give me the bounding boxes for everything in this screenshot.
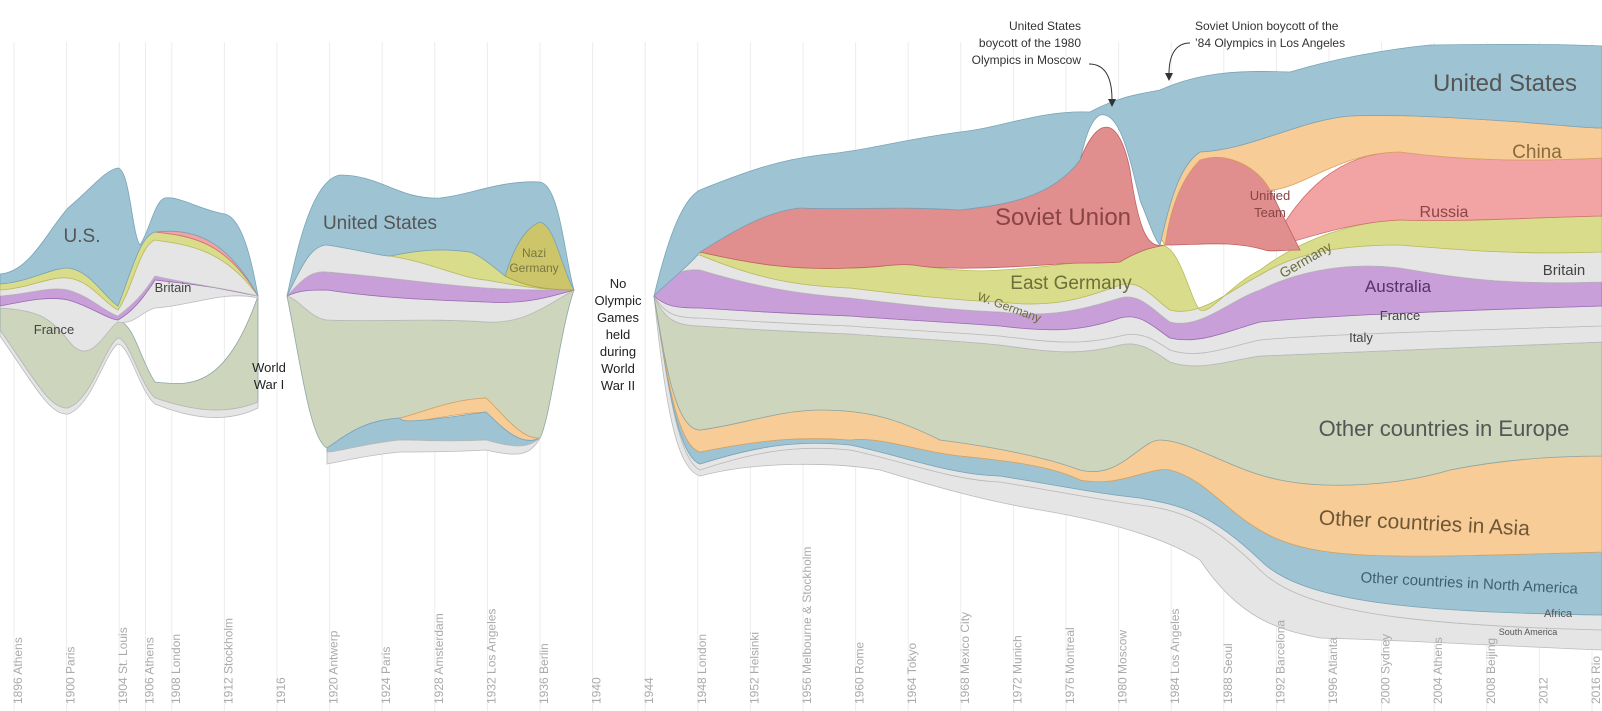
tick-label-2008: 2008 Beijing <box>1484 638 1498 704</box>
gap-ww2-line-4: held <box>606 327 631 342</box>
label-britain-3: Britain <box>1543 262 1586 279</box>
era-1896-1912 <box>0 167 259 418</box>
tick-label-1904: 1904 St. Louis <box>116 627 130 704</box>
tick-label-1960: 1960 Rome <box>853 642 867 704</box>
label-united-states-1920s: United States <box>323 213 437 234</box>
label-east-germany: East Germany <box>1010 273 1132 294</box>
stream-small-2 <box>326 437 541 465</box>
tick-label-1940: 1940 <box>590 677 604 704</box>
tick-label-1896: 1896 Athens <box>11 637 25 704</box>
label-us-short: U.S. <box>64 226 101 247</box>
tick-label-1996: 1996 Atlanta <box>1326 637 1340 704</box>
tick-label-1948: 1948 London <box>695 634 709 704</box>
tick-label-1956: 1956 Melbourne & Stockholm <box>800 547 814 704</box>
gap-ww2-line-6: World <box>601 361 635 376</box>
tick-label-1924: 1924 Paris <box>379 647 393 704</box>
era-1920-1936 <box>285 174 575 465</box>
label-nazi-germany-2: Germany <box>509 261 558 275</box>
annotation-1980-line-3: Olympics in Moscow <box>972 53 1082 67</box>
tick-label-1928: 1928 Amsterdam <box>432 613 446 704</box>
stream-small-bottom <box>0 329 259 418</box>
gap-ww2-line-3: Games <box>597 310 639 325</box>
tick-label-1944: 1944 <box>642 677 656 704</box>
label-france-3: France <box>1380 308 1420 323</box>
label-britain-early: Britain <box>155 280 192 295</box>
label-russia: Russia <box>1420 204 1469 221</box>
label-france-early: France <box>34 322 74 337</box>
annotation-1984-line-1: Soviet Union boycott of the <box>1195 19 1339 33</box>
tick-label-1980: 1980 Moscow <box>1116 630 1130 704</box>
label-unified-team-2: Team <box>1254 205 1286 220</box>
gap-ww2-line-5: during <box>600 344 636 359</box>
stream-us-early <box>0 167 259 307</box>
tick-label-2000: 2000 Sydney <box>1379 634 1393 704</box>
tick-label-1976: 1976 Montreal <box>1063 627 1077 704</box>
label-united-states: United States <box>1433 70 1577 97</box>
era-1948-2016 <box>653 43 1602 651</box>
annotation-1980-arrow <box>1088 63 1113 101</box>
gap-ww2-line-1: No <box>610 276 627 291</box>
tick-label-2012: 2012 <box>1536 677 1550 704</box>
tick-label-1912: 1912 Stockholm <box>221 618 235 704</box>
tick-label-1988: 1988 Seoul <box>1221 643 1235 704</box>
label-africa: Africa <box>1544 608 1573 620</box>
tick-label-1984: 1984 Los Angeles <box>1168 609 1182 704</box>
gap-ww2-line-2: Olympic <box>595 293 642 308</box>
year-tick-labels: 1896 Athens 1900 Paris 1904 St. Louis 1906 … <box>11 547 1602 704</box>
label-soviet-union: Soviet Union <box>995 204 1131 231</box>
tick-label-1964: 1964 Tokyo <box>905 643 919 704</box>
label-unified-team-1: Unified <box>1250 188 1290 203</box>
label-nazi-germany-1: Nazi <box>522 246 546 260</box>
tick-label-1936: 1936 Berlin <box>537 643 551 704</box>
annotations: United States boycott of the 1980 Olympi… <box>972 19 1345 107</box>
tick-label-1972: 1972 Munich <box>1010 635 1024 704</box>
label-other-europe: Other countries in Europe <box>1319 416 1570 441</box>
label-south-america: South America <box>1499 627 1558 637</box>
annotation-1980-line-1: United States <box>1009 19 1081 33</box>
tick-label-1992: 1992 Barcelona <box>1273 620 1287 704</box>
label-italy: Italy <box>1349 330 1373 345</box>
tick-label-2004: 2004 Athens <box>1431 637 1445 704</box>
annotation-1984-arrow <box>1168 42 1191 75</box>
tick-label-2016: 2016 Rio <box>1589 656 1602 704</box>
gap-ww1-line-1: World <box>252 360 286 375</box>
tick-label-1906: 1906 Athens <box>143 637 157 704</box>
annotation-1980-arrowhead <box>1108 99 1116 107</box>
annotation-1984-line-2: ’84 Olympics in Los Angeles <box>1195 36 1345 50</box>
tick-label-1908: 1908 London <box>169 634 183 704</box>
tick-label-1916: 1916 <box>274 677 288 704</box>
gap-ww2-line-7: War II <box>601 378 635 393</box>
stream-us-2 <box>286 174 575 297</box>
annotation-1984-arrowhead <box>1165 73 1173 81</box>
gap-ww1-line-2: War I <box>254 377 285 392</box>
annotation-1980-line-2: boycott of the 1980 <box>979 36 1081 50</box>
tick-label-1932: 1932 Los Angeles <box>484 609 498 704</box>
tick-label-1920: 1920 Antwerp <box>327 630 341 704</box>
label-china: China <box>1512 142 1562 163</box>
tick-label-1952: 1952 Helsinki <box>747 632 761 704</box>
label-australia: Australia <box>1365 277 1432 296</box>
tick-label-1900: 1900 Paris <box>64 647 78 704</box>
stream-us-3 <box>653 43 1602 298</box>
tick-label-1968: 1968 Mexico City <box>958 612 972 704</box>
war-gap-labels: World War I No Olympic Games held during… <box>252 276 642 393</box>
